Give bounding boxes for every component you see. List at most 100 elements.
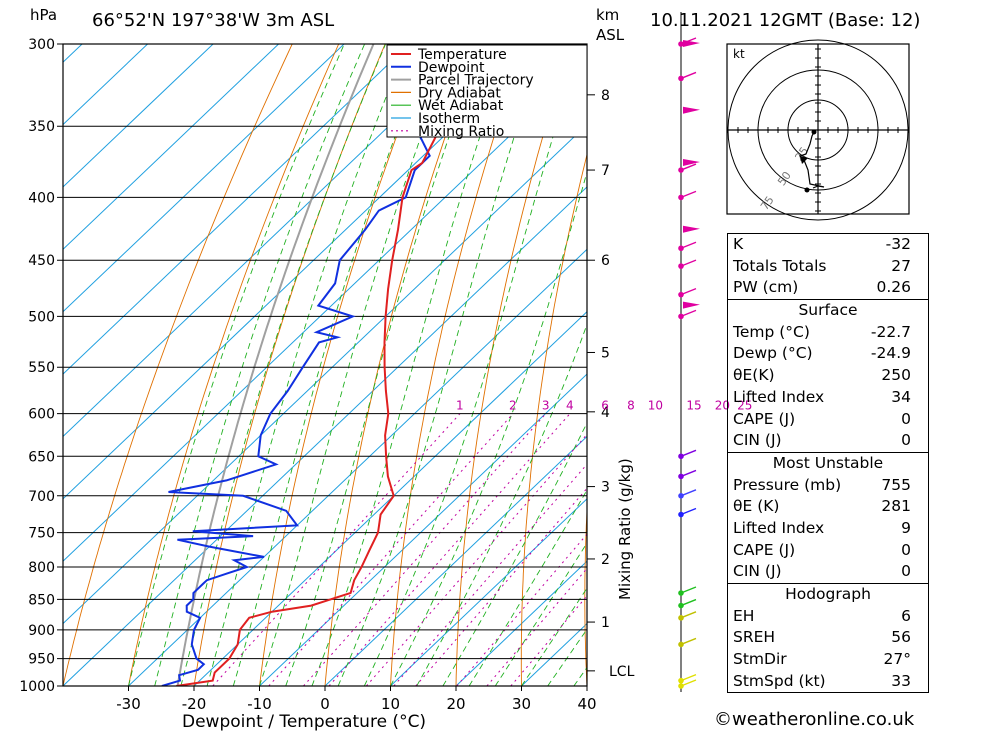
x-tick-label: 20 bbox=[446, 695, 465, 713]
wet-adiabat-line bbox=[337, 44, 545, 686]
row-value: -32 bbox=[885, 235, 911, 253]
wind-level-marker bbox=[678, 313, 684, 320]
mixing-ratio-label: 10 bbox=[648, 399, 663, 413]
isotherm-line bbox=[63, 186, 587, 686]
km-tick-label: 5 bbox=[601, 345, 610, 361]
wind-barb bbox=[680, 489, 697, 497]
row-label: K bbox=[733, 235, 744, 253]
dry-adiabat-line bbox=[128, 44, 340, 686]
km-tick-label: 6 bbox=[601, 253, 610, 269]
pressure-tick-label: 600 bbox=[28, 407, 55, 423]
wind-barb bbox=[680, 673, 697, 682]
temperature-profile-line bbox=[176, 44, 496, 686]
wind-barb bbox=[680, 611, 697, 619]
wet-adiabat-line bbox=[363, 44, 583, 686]
row-label: CIN (J) bbox=[733, 562, 782, 581]
row-label: Temp (°C) bbox=[733, 322, 810, 341]
isotherm-line bbox=[455, 560, 587, 686]
pressure-tick-label: 900 bbox=[28, 623, 55, 639]
wind-barb bbox=[680, 71, 697, 80]
wind-barb bbox=[680, 679, 697, 687]
isotherm-line bbox=[63, 44, 345, 313]
date-title: 10.11.2021 12GMT (Base: 12) bbox=[650, 10, 921, 31]
row-value: 0 bbox=[901, 562, 911, 581]
row-label: Lifted Index bbox=[733, 387, 825, 406]
mixing-ratio-label: 25 bbox=[737, 399, 752, 413]
row-value: 0 bbox=[901, 540, 911, 559]
dry-adiabat-line bbox=[390, 44, 525, 686]
mixing-ratio-label: 3 bbox=[542, 399, 550, 413]
mixing-ratio-line bbox=[393, 463, 587, 686]
indices-block: K -32 Totals Totals 27 PW (cm) 0.26 bbox=[728, 234, 928, 299]
pressure-tick-label: 550 bbox=[28, 360, 55, 376]
wind-pennant bbox=[683, 301, 700, 309]
pressure-tick-label: 400 bbox=[28, 190, 55, 206]
hodograph-table-block: EH 6 SREH 56 StmDir 27° StmSpd (kt) 33 bbox=[728, 606, 928, 693]
isotherm-line bbox=[63, 44, 476, 438]
row-value: 0.26 bbox=[876, 278, 911, 297]
pressure-tick-label: 750 bbox=[28, 526, 55, 542]
hodograph-point bbox=[804, 187, 810, 193]
mixing-ratio-label: 8 bbox=[627, 399, 635, 413]
mixing-ratio-label: 2 bbox=[509, 399, 517, 413]
table-row: CAPE (J) 0 bbox=[728, 540, 928, 562]
row-value: 6 bbox=[901, 606, 911, 625]
surface-title: Surface bbox=[728, 299, 928, 322]
table-row: Pressure (mb) 755 bbox=[728, 475, 928, 497]
credit-text: ©weatheronline.co.uk bbox=[714, 709, 915, 730]
row-value: 755 bbox=[881, 475, 911, 494]
wind-level-marker bbox=[678, 291, 684, 298]
isotherm-line bbox=[63, 44, 279, 251]
wind-barb bbox=[680, 241, 697, 249]
row-label: Pressure (mb) bbox=[733, 475, 842, 494]
wind-barb bbox=[680, 598, 697, 607]
row-label: Dewp (°C) bbox=[733, 344, 813, 363]
row-label: θE(K) bbox=[733, 366, 775, 385]
km-tick-label: 4 bbox=[601, 405, 610, 421]
pressure-tick-label: 350 bbox=[28, 119, 55, 135]
stability-indices-table: K -32 Totals Totals 27 PW (cm) 0.26 Surface T… bbox=[727, 233, 929, 694]
isotherm-line bbox=[128, 248, 587, 686]
mixing-ratio-line bbox=[212, 413, 461, 686]
pressure-tick-label: 700 bbox=[28, 489, 55, 505]
mixing-ratio-label: 6 bbox=[601, 399, 609, 413]
row-label: Totals Totals bbox=[733, 256, 827, 275]
row-value: 56 bbox=[891, 628, 911, 647]
mixing-ratio-axis-label: Mixing Ratio (g/kg) bbox=[616, 458, 634, 600]
isotherm-line bbox=[324, 435, 587, 686]
hodograph-unit: kt bbox=[733, 47, 745, 61]
table-row: Lifted Index 9 bbox=[728, 518, 928, 540]
surface-block: Temp (°C) -22.7 Dewp (°C) -24.9 θE(K) 250 Lift… bbox=[728, 322, 928, 452]
most-unstable-block: Pressure (mb) 755 θE (K) 281 Lifted Index 9 CA… bbox=[728, 475, 928, 583]
mixing-ratio-line bbox=[268, 413, 514, 686]
table-row: PW (cm) 0.26 bbox=[728, 277, 928, 299]
table-row: CAPE (J) 0 bbox=[728, 409, 928, 431]
wind-barb bbox=[680, 637, 697, 646]
isotherm-line bbox=[390, 498, 587, 686]
isotherm-line bbox=[63, 44, 214, 188]
wet-adiabat-line bbox=[128, 44, 345, 686]
row-value: 281 bbox=[881, 497, 911, 516]
km-unit-label: km bbox=[596, 6, 620, 24]
legend-entry: Dewpoint bbox=[418, 60, 485, 76]
pressure-tick-label: 300 bbox=[28, 37, 55, 53]
table-row: StmSpd (kt) 33 bbox=[728, 671, 928, 693]
isotherm-line bbox=[63, 44, 410, 375]
wind-barb bbox=[680, 507, 697, 516]
row-value: 27 bbox=[891, 256, 911, 275]
row-value: 9 bbox=[901, 518, 911, 537]
mixing-ratio-label: 1 bbox=[456, 399, 464, 413]
table-row: Totals Totals 27 bbox=[728, 256, 928, 278]
mixing-ratio-label: 4 bbox=[566, 399, 574, 413]
parcel-trajectory-line bbox=[176, 44, 375, 686]
row-label: CIN (J) bbox=[733, 431, 782, 450]
isotherm-line bbox=[63, 44, 148, 126]
pressure-unit-label: hPa bbox=[30, 6, 58, 24]
wind-pennant bbox=[683, 225, 700, 233]
mixing-ratio-line bbox=[303, 413, 547, 686]
wind-barb bbox=[680, 287, 697, 296]
km-tick-label: 8 bbox=[601, 88, 610, 104]
wind-barb bbox=[680, 469, 697, 478]
